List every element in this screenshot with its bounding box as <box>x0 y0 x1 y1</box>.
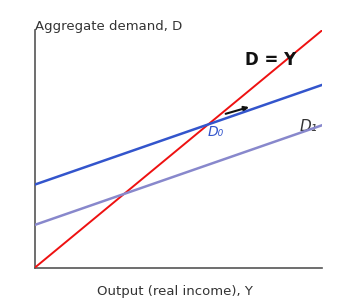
Text: Aggregate demand, D: Aggregate demand, D <box>35 20 182 33</box>
Text: D₀: D₀ <box>208 125 224 139</box>
Text: Output (real income), Y: Output (real income), Y <box>97 285 253 298</box>
Text: D₁: D₁ <box>300 119 318 134</box>
Text: D = Y: D = Y <box>245 51 296 69</box>
